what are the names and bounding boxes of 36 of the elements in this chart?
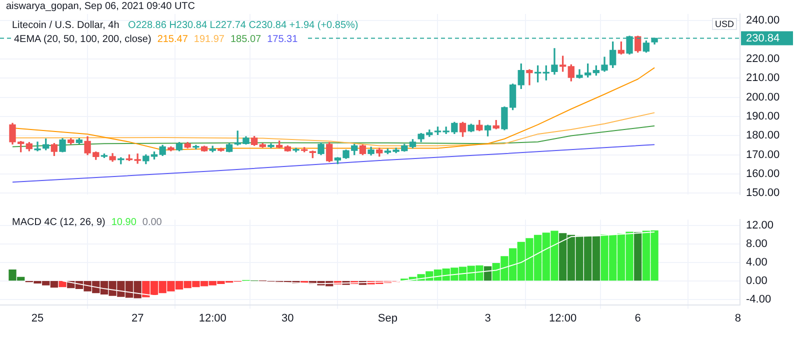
annotation: 4EMA (20, 50, 100, 200, close) [14,34,152,45]
x-tick-label: 12:00 [198,312,226,324]
y-tick-label: 12.00 [746,220,774,232]
x-tick-label: 27 [131,312,144,324]
y-tick-label: 240.00 [746,14,780,27]
x-tick-label: Sep [378,312,398,324]
annotation: 185.07 [230,34,262,45]
y-axis-title: USD [712,18,738,30]
x-tick-label: 8 [734,312,741,324]
y-tick-label: -4.00 [746,293,772,306]
x-tick-label: 30 [282,312,294,324]
annotation: 215.47 [157,34,188,45]
text: aiswarya_gopan, Sep 06, 2021 09:40 UTC [6,1,196,12]
y-tick-label: 4.00 [746,256,768,268]
y-tick-label: 180.00 [746,130,780,142]
y-tick-label: 190.00 [746,110,780,122]
x-tick-label: 6 [634,312,641,324]
text: Litecoin / U.S. Dollar, 4h [12,20,120,31]
chart-title: MACD 4C (12, 26, 9) [12,217,106,228]
y-tick-label: 8.00 [746,238,768,250]
x-tick-label: 12:00 [549,312,577,324]
y-tick-label: 160.00 [746,168,780,180]
x-tick-label: 3 [484,312,491,324]
annotation: 191.97 [194,34,224,45]
y-tick-label: 0.00 [746,274,768,287]
y-tick-label: 150.00 [746,187,780,200]
annotation: 0.00 [142,217,162,228]
y-tick-label: 170.00 [746,148,780,161]
y-tick-label: 220.00 [746,53,780,66]
annotation: 10.90 [111,217,136,228]
annotation: O228.86 H230.84 L227.74 C230.84 +1.94 (+0.85%) [127,20,358,31]
x-tick-label: 25 [31,312,44,324]
annotation: 175.31 [267,34,298,45]
y-tick-label: 210.00 [746,72,780,84]
ref-line-label: 230.84 [746,32,780,44]
y-tick-label: 200.00 [746,91,780,104]
